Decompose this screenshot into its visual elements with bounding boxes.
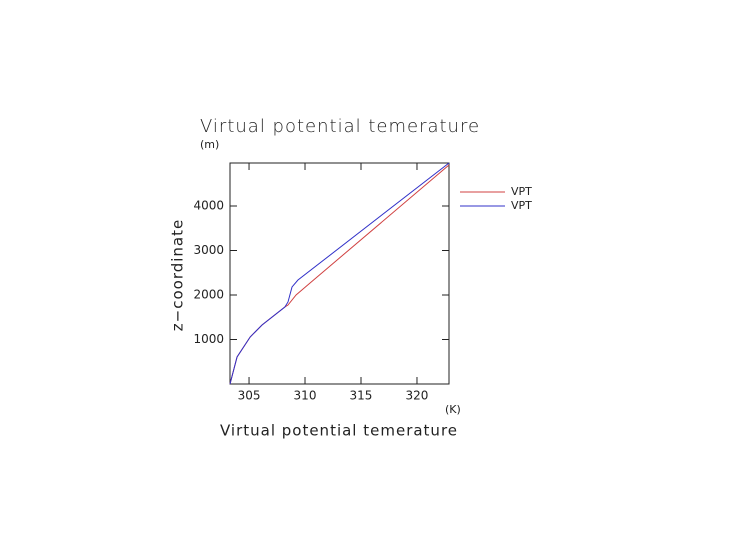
legend-label: VPT (511, 199, 532, 212)
line (229, 162, 450, 385)
y-tick-label: 2000 (193, 287, 224, 301)
x-axis-title: Virtual potential temerature (220, 422, 458, 440)
y-tick-label: 1000 (193, 332, 224, 346)
line (229, 164, 450, 385)
x-tick-label: 305 (238, 389, 261, 403)
chart-title: Virtual potential temerature (200, 116, 480, 137)
legend-label: VPT (511, 185, 532, 198)
y-tick-label: 3000 (193, 243, 224, 257)
x-unit: (K) (445, 403, 461, 416)
plot-frame (229, 162, 450, 385)
y-unit: (m) (200, 138, 219, 151)
x-tick-label: 310 (294, 389, 317, 403)
x-tick-label: 315 (350, 389, 373, 403)
x-tick-label: 320 (406, 389, 429, 403)
y-axis-title: z−coordinate (169, 219, 187, 331)
y-tick-label: 4000 (193, 198, 224, 212)
